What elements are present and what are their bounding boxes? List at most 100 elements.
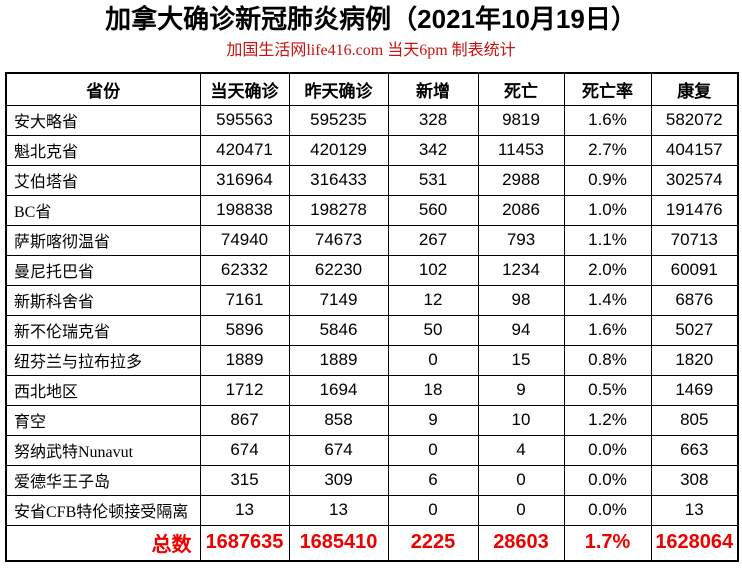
value-cell: 0.8%	[563, 344, 652, 376]
column-header-4: 死亡	[477, 72, 565, 106]
value-cell: 5027	[650, 314, 739, 346]
value-cell: 560	[387, 194, 479, 226]
column-header-5: 死亡率	[563, 72, 652, 106]
value-cell: 308	[650, 464, 739, 496]
total-value-cell: 1687635	[199, 524, 290, 562]
value-cell: 595563	[199, 104, 290, 136]
province-cell: 安省CFB特伦顿接受隔离	[5, 494, 201, 526]
value-cell: 2.0%	[563, 254, 652, 286]
table-row: 安大略省 595563 595235 328 9819 1.6% 582072	[5, 104, 739, 136]
value-cell: 1469	[650, 374, 739, 406]
value-cell: 18	[387, 374, 479, 406]
value-cell: 198838	[199, 194, 290, 226]
value-cell: 15	[477, 344, 565, 376]
value-cell: 74673	[288, 224, 389, 256]
value-cell: 316433	[288, 164, 389, 196]
column-header-3: 新增	[387, 72, 479, 106]
value-cell: 0.0%	[563, 464, 652, 496]
value-cell: 1712	[199, 374, 290, 406]
total-value-cell: 1685410	[288, 524, 389, 562]
province-cell: 新不伦瑞克省	[5, 314, 201, 346]
value-cell: 9	[387, 404, 479, 436]
value-cell: 1.6%	[563, 314, 652, 346]
page-title: 加拿大确诊新冠肺炎病例（2021年10月19日）	[105, 4, 637, 34]
value-cell: 0	[477, 464, 565, 496]
value-cell: 420129	[288, 134, 389, 166]
value-cell: 10	[477, 404, 565, 436]
value-cell: 582072	[650, 104, 739, 136]
province-cell: 育空	[5, 404, 201, 436]
value-cell: 0.5%	[563, 374, 652, 406]
province-cell: 努纳武特Nunavut	[5, 434, 201, 466]
value-cell: 316964	[199, 164, 290, 196]
value-cell: 13	[650, 494, 739, 526]
value-cell: 6876	[650, 284, 739, 316]
value-cell: 2988	[477, 164, 565, 196]
value-cell: 6	[387, 464, 479, 496]
value-cell: 62230	[288, 254, 389, 286]
value-cell: 309	[288, 464, 389, 496]
value-cell: 858	[288, 404, 389, 436]
table-row: 爱德华王子岛 315 309 6 0 0.0% 308	[5, 464, 739, 496]
value-cell: 60091	[650, 254, 739, 286]
value-cell: 7161	[199, 284, 290, 316]
value-cell: 1889	[199, 344, 290, 376]
value-cell: 0.9%	[563, 164, 652, 196]
table-row: 魁北克省 420471 420129 342 11453 2.7% 404157	[5, 134, 739, 166]
province-cell: 安大略省	[5, 104, 201, 136]
value-cell: 663	[650, 434, 739, 466]
total-row: 总数 1687635 1685410 2225 28603 1.7% 1628064	[5, 524, 739, 562]
value-cell: 5846	[288, 314, 389, 346]
value-cell: 2.7%	[563, 134, 652, 166]
value-cell: 1694	[288, 374, 389, 406]
value-cell: 0.0%	[563, 434, 652, 466]
value-cell: 5896	[199, 314, 290, 346]
value-cell: 1.0%	[563, 194, 652, 226]
value-cell: 198278	[288, 194, 389, 226]
value-cell: 1.2%	[563, 404, 652, 436]
value-cell: 102	[387, 254, 479, 286]
value-cell: 0.0%	[563, 494, 652, 526]
total-value-cell: 1628064	[650, 524, 739, 562]
table-row: 西北地区 1712 1694 18 9 0.5% 1469	[5, 374, 739, 406]
total-value-cell: 1.7%	[563, 524, 652, 562]
value-cell: 1.4%	[563, 284, 652, 316]
value-cell: 1889	[288, 344, 389, 376]
province-cell: 爱德华王子岛	[5, 464, 201, 496]
column-header-0: 省份	[5, 72, 201, 106]
value-cell: 531	[387, 164, 479, 196]
value-cell: 94	[477, 314, 565, 346]
table-row: 新不伦瑞克省 5896 5846 50 94 1.6% 5027	[5, 314, 739, 346]
value-cell: 267	[387, 224, 479, 256]
value-cell: 1820	[650, 344, 739, 376]
value-cell: 328	[387, 104, 479, 136]
province-cell: 曼尼托巴省	[5, 254, 201, 286]
value-cell: 1234	[477, 254, 565, 286]
value-cell: 420471	[199, 134, 290, 166]
province-cell: 萨斯喀彻温省	[5, 224, 201, 256]
table-body: 安大略省 595563 595235 328 9819 1.6% 582072 魁北克省 420…	[5, 104, 739, 526]
table-row: 萨斯喀彻温省 74940 74673 267 793 1.1% 70713	[5, 224, 739, 256]
value-cell: 191476	[650, 194, 739, 226]
value-cell: 11453	[477, 134, 565, 166]
value-cell: 74940	[199, 224, 290, 256]
value-cell: 70713	[650, 224, 739, 256]
value-cell: 7149	[288, 284, 389, 316]
value-cell: 805	[650, 404, 739, 436]
value-cell: 62332	[199, 254, 290, 286]
value-cell: 595235	[288, 104, 389, 136]
table-header-row: 省份 当天确诊 昨天确诊 新增 死亡 死亡率 康复	[5, 72, 739, 106]
value-cell: 674	[199, 434, 290, 466]
value-cell: 0	[387, 434, 479, 466]
value-cell: 1.6%	[563, 104, 652, 136]
value-cell: 50	[387, 314, 479, 346]
table-row: 新斯科舍省 7161 7149 12 98 1.4% 6876	[5, 284, 739, 316]
value-cell: 0	[387, 494, 479, 526]
value-cell: 9	[477, 374, 565, 406]
value-cell: 867	[199, 404, 290, 436]
value-cell: 342	[387, 134, 479, 166]
value-cell: 4	[477, 434, 565, 466]
table-row: 纽芬兰与拉布拉多 1889 1889 0 15 0.8% 1820	[5, 344, 739, 376]
province-cell: 新斯科舍省	[5, 284, 201, 316]
province-cell: BC省	[5, 194, 201, 226]
